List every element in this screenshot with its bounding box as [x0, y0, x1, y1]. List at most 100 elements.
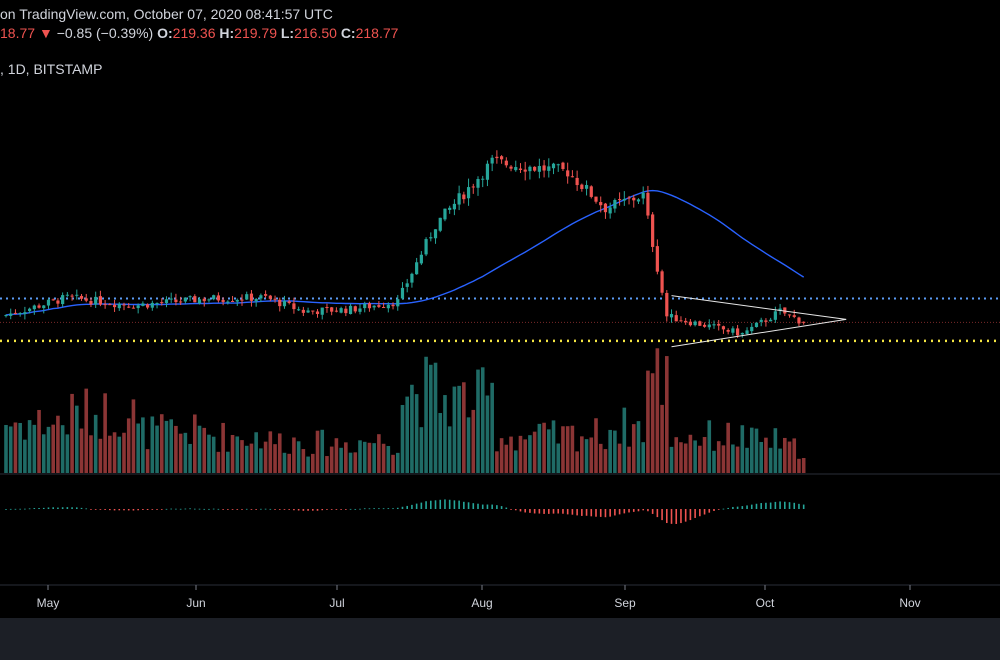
candle-body: [297, 309, 301, 311]
volume-bar: [221, 422, 225, 473]
candle-body: [273, 298, 277, 300]
macd-histogram-bar: [104, 509, 106, 510]
macd-histogram-bar: [396, 507, 399, 509]
volume-bar: [537, 423, 542, 473]
candle-body: [112, 304, 117, 308]
macd-histogram-bar: [599, 509, 602, 517]
volume-bar: [287, 453, 291, 473]
candle-body: [311, 310, 315, 312]
candle-body: [301, 309, 305, 313]
volume-bar: [565, 426, 570, 473]
candle-body: [61, 295, 65, 305]
candle-body: [400, 287, 405, 299]
candle-body: [533, 166, 537, 171]
macd-histogram-bar: [61, 507, 64, 509]
macd-histogram-bar: [212, 508, 215, 510]
candle-body: [542, 165, 546, 171]
candle-body: [745, 330, 749, 334]
macd-histogram-bar: [557, 509, 560, 514]
candle-body: [594, 196, 598, 202]
macd-histogram-bar: [694, 509, 696, 518]
volume-bar: [358, 440, 362, 473]
macd-histogram-bar: [359, 508, 361, 510]
volume-bar: [754, 428, 759, 473]
candle-body: [348, 305, 353, 315]
volume-bar: [37, 409, 41, 473]
volume-bar: [707, 420, 712, 473]
candle-body: [405, 283, 409, 287]
macd-histogram-bar: [571, 509, 574, 515]
candle-body: [636, 199, 641, 202]
macd-histogram-bar: [491, 504, 493, 509]
macd-histogram-bar: [264, 508, 267, 510]
volume-bar: [631, 424, 636, 473]
macd-histogram-bar: [420, 502, 423, 509]
volume-bar: [768, 447, 773, 473]
macd-histogram-bar: [368, 508, 371, 510]
volume-bar: [41, 434, 46, 473]
volume-bar: [476, 369, 480, 473]
macd-histogram-bar: [321, 509, 324, 511]
open-value: 219.36: [172, 25, 216, 41]
macd-histogram-bar: [496, 505, 498, 509]
macd-histogram-bar: [363, 508, 366, 510]
candle-body: [509, 166, 513, 169]
candle-body: [117, 303, 121, 309]
volume-bar: [801, 458, 806, 473]
volume-bar: [244, 445, 249, 473]
volume-bar: [438, 413, 443, 473]
macd-histogram-bar: [94, 509, 97, 510]
volume-bar: [65, 434, 70, 473]
candle-body: [481, 178, 485, 180]
macd-histogram-bar: [47, 507, 50, 509]
candle-body: [570, 176, 574, 178]
time-axis-label: Jun: [186, 596, 205, 610]
volume-bar: [462, 382, 466, 473]
low-label: L:: [280, 25, 295, 41]
time-axis-label: May: [37, 596, 60, 610]
candle-body: [89, 301, 93, 305]
macd-histogram-bar: [66, 507, 69, 509]
macd-histogram-bar: [387, 508, 390, 509]
macd-histogram-bar: [146, 509, 149, 510]
volume-bar: [636, 421, 641, 473]
volume-bar: [495, 451, 499, 473]
volume-bar: [598, 443, 603, 473]
volume-bar: [60, 425, 65, 473]
macd-histogram-bar: [217, 508, 220, 510]
candle-body: [712, 324, 716, 326]
macd-histogram-bar: [90, 509, 92, 510]
candle-body: [618, 199, 622, 201]
macd-histogram-bar: [373, 508, 375, 510]
volume-bar: [452, 386, 457, 473]
macd-histogram-bar: [127, 509, 130, 511]
candle-body: [490, 157, 494, 164]
candle-body: [330, 307, 334, 312]
macd-histogram-bar: [514, 509, 517, 511]
macd-histogram-bar: [415, 503, 418, 509]
candle-body: [268, 295, 272, 299]
volume-bar: [296, 441, 301, 473]
candle-body: [679, 320, 683, 322]
candle-body: [792, 315, 796, 317]
volume-bar: [51, 424, 55, 473]
candle-body: [566, 170, 570, 177]
volume-bar: [348, 452, 353, 473]
macd-histogram-bar: [519, 509, 522, 512]
triangle-pattern-layer: [671, 295, 847, 348]
candle-body: [764, 320, 768, 322]
volume-bar: [301, 449, 306, 473]
volume-bar: [254, 432, 258, 473]
macd-histogram-bar: [651, 509, 654, 514]
candle-body: [802, 321, 806, 323]
macd-histogram-bar: [590, 509, 593, 517]
moving-average-line: [5, 189, 805, 316]
macd-histogram-bar: [736, 506, 739, 509]
candle-body: [396, 299, 400, 307]
candle-body: [136, 305, 140, 309]
macd-histogram-bar: [71, 507, 73, 509]
volume-bar: [32, 424, 37, 473]
macd-histogram-bar: [406, 505, 408, 509]
